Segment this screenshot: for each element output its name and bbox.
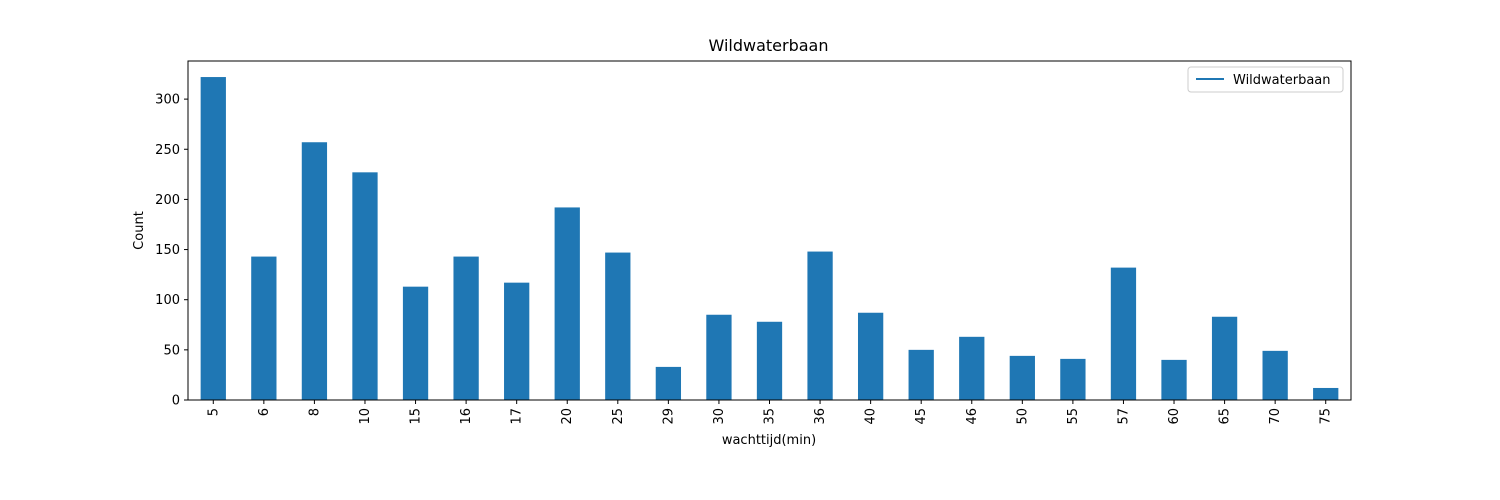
- x-tick-label-45: 45: [914, 408, 929, 425]
- bar-8: [301, 142, 328, 401]
- bar-65: [1211, 316, 1238, 400]
- plot-frame: [187, 60, 1352, 401]
- x-tick-label-35: 35: [763, 408, 778, 425]
- chart-title: Wildwaterbaan: [708, 36, 828, 55]
- bar-75: [1313, 387, 1339, 400]
- bar-25: [605, 252, 631, 400]
- x-tick-label-50: 50: [1015, 408, 1030, 425]
- bar-15: [402, 286, 429, 400]
- legend-label: Wildwaterbaan: [1233, 73, 1331, 88]
- y-tick-label-150: 150: [155, 243, 180, 258]
- x-tick-label-16: 16: [459, 408, 474, 425]
- x-tick-label-65: 65: [1218, 408, 1233, 425]
- bar-10: [352, 172, 378, 400]
- bar-17: [504, 282, 530, 400]
- bar-57: [1110, 267, 1137, 400]
- legend-box: [1187, 66, 1344, 93]
- x-tick-label-46: 46: [965, 408, 980, 425]
- x-tick-label-17: 17: [510, 408, 525, 425]
- bar-5: [200, 77, 226, 401]
- x-tick-label-60: 60: [1167, 408, 1182, 425]
- y-tick-label-300: 300: [155, 93, 180, 108]
- x-tick-label-6: 6: [257, 408, 272, 416]
- bar-29: [655, 366, 682, 400]
- x-tick-label-36: 36: [813, 408, 828, 425]
- bar-20: [554, 207, 580, 400]
- y-tick-label-0: 0: [172, 394, 180, 409]
- x-tick-label-57: 57: [1116, 408, 1131, 425]
- bars-group: [200, 77, 1339, 401]
- y-tick-label-250: 250: [155, 143, 180, 158]
- x-axis: 5 6 8 10 15 16 17 20 25 29 30 35 36 40 45 46 50 55 57 60 65 7…: [206, 400, 1334, 425]
- bar-45: [908, 349, 934, 400]
- x-tick-label-75: 75: [1319, 408, 1334, 425]
- bar-40: [857, 312, 884, 400]
- bar-6: [251, 256, 277, 400]
- y-tick-label-50: 50: [163, 343, 180, 358]
- x-axis-label: wachttijd(min): [722, 433, 816, 448]
- x-tick-label-30: 30: [712, 408, 727, 425]
- x-tick-label-70: 70: [1268, 408, 1283, 425]
- x-tick-label-29: 29: [661, 408, 676, 425]
- y-tick-label-200: 200: [155, 193, 180, 208]
- bar-70: [1262, 350, 1288, 400]
- bar-46: [959, 336, 985, 400]
- legend: Wildwaterbaan: [1187, 66, 1344, 93]
- bar-60: [1161, 359, 1187, 400]
- x-tick-label-5: 5: [206, 408, 221, 416]
- bar-30: [706, 314, 732, 400]
- y-axis: 0 50 100 150 200 250 300: [155, 93, 188, 409]
- bar-55: [1060, 358, 1086, 400]
- y-tick-label-100: 100: [155, 293, 180, 308]
- x-tick-label-15: 15: [409, 408, 424, 425]
- bar-36: [807, 251, 833, 400]
- x-tick-label-8: 8: [307, 408, 322, 416]
- bar-16: [453, 256, 479, 400]
- x-tick-label-25: 25: [611, 408, 626, 425]
- x-tick-label-55: 55: [1066, 408, 1081, 425]
- x-tick-label-20: 20: [560, 408, 575, 425]
- x-tick-label-40: 40: [864, 408, 879, 425]
- bar-50: [1009, 355, 1035, 400]
- bar-35: [756, 321, 783, 400]
- y-axis-label: Count: [132, 211, 147, 250]
- x-tick-label-10: 10: [358, 408, 373, 425]
